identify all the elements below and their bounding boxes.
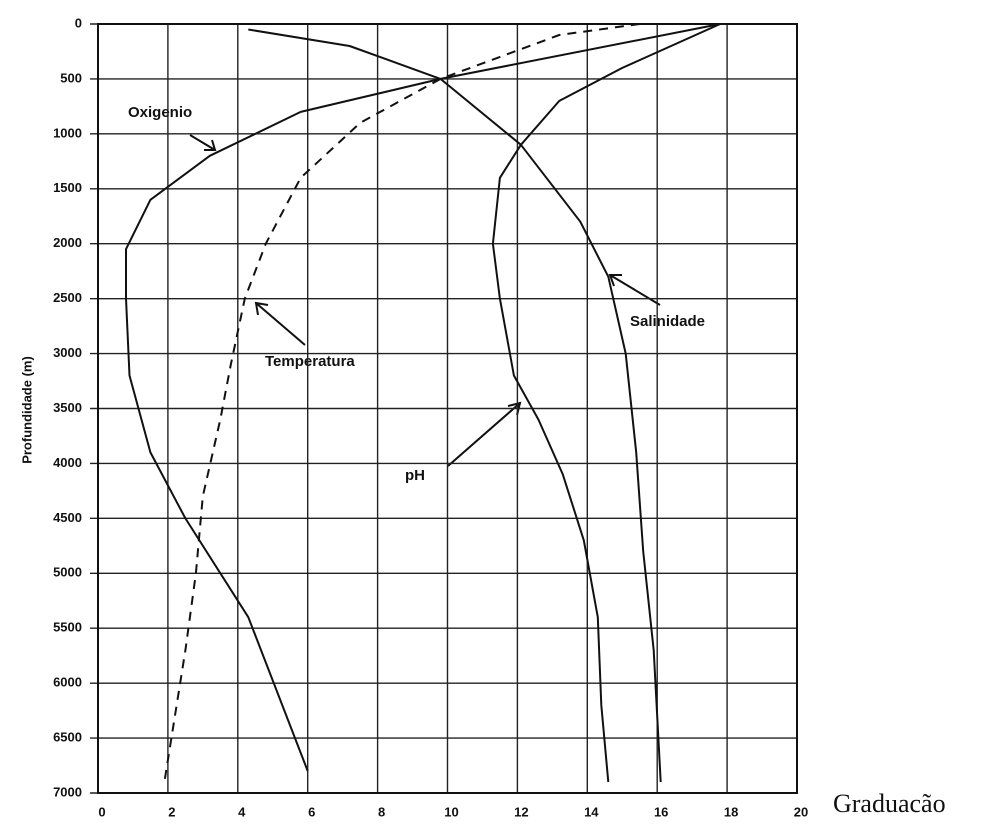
y-tick-label: 2000: [53, 235, 82, 250]
arrow: [254, 301, 306, 346]
x-tick-label: 12: [514, 804, 528, 819]
annotation: Oxigenio: [128, 104, 192, 121]
y-tick-label: 1500: [53, 180, 82, 195]
x-tick-label: 10: [444, 804, 458, 819]
y-tick-label: 500: [60, 70, 82, 85]
annotation: pH: [405, 467, 425, 484]
x-tick-label: 18: [724, 804, 738, 819]
y-tick-label: 5500: [53, 620, 82, 635]
x-tick-label: 6: [308, 804, 315, 819]
x-tick-label: 2: [168, 804, 175, 819]
x-tick-label: 4: [238, 804, 246, 819]
line-series: [163, 23, 640, 783]
line-series: [125, 23, 721, 772]
annotation: Salinidade: [630, 313, 705, 330]
y-tick-label: 4000: [53, 455, 82, 470]
y-tick-label: 3000: [53, 345, 82, 360]
plot-frame: [97, 23, 798, 794]
y-axis-label: Profundidade (m): [19, 356, 34, 464]
arrow: [608, 274, 661, 306]
y-tick-label: 4500: [53, 510, 82, 525]
y-tick-label: 5000: [53, 565, 82, 580]
x-axis-label: Graduacão: [833, 789, 946, 818]
arrow: [447, 401, 522, 467]
x-tick-label: 14: [584, 804, 599, 819]
x-tick-label: 8: [378, 804, 385, 819]
y-tick-label: 3500: [53, 400, 82, 415]
y-tick-label: 2500: [53, 290, 82, 305]
line-series: [248, 28, 662, 783]
y-tick-label: 7000: [53, 784, 82, 799]
annotation: Temperatura: [265, 353, 355, 370]
x-tick-label: 20: [794, 804, 808, 819]
y-tick-label: 0: [75, 15, 82, 30]
x-tick-label: 16: [654, 804, 668, 819]
arrow: [189, 134, 217, 151]
y-tick-label: 6000: [53, 675, 82, 690]
line-series: [491, 23, 721, 783]
x-tick-label: 0: [98, 804, 105, 819]
y-tick-label: 6500: [53, 730, 82, 745]
y-tick-label: 1000: [53, 125, 82, 140]
